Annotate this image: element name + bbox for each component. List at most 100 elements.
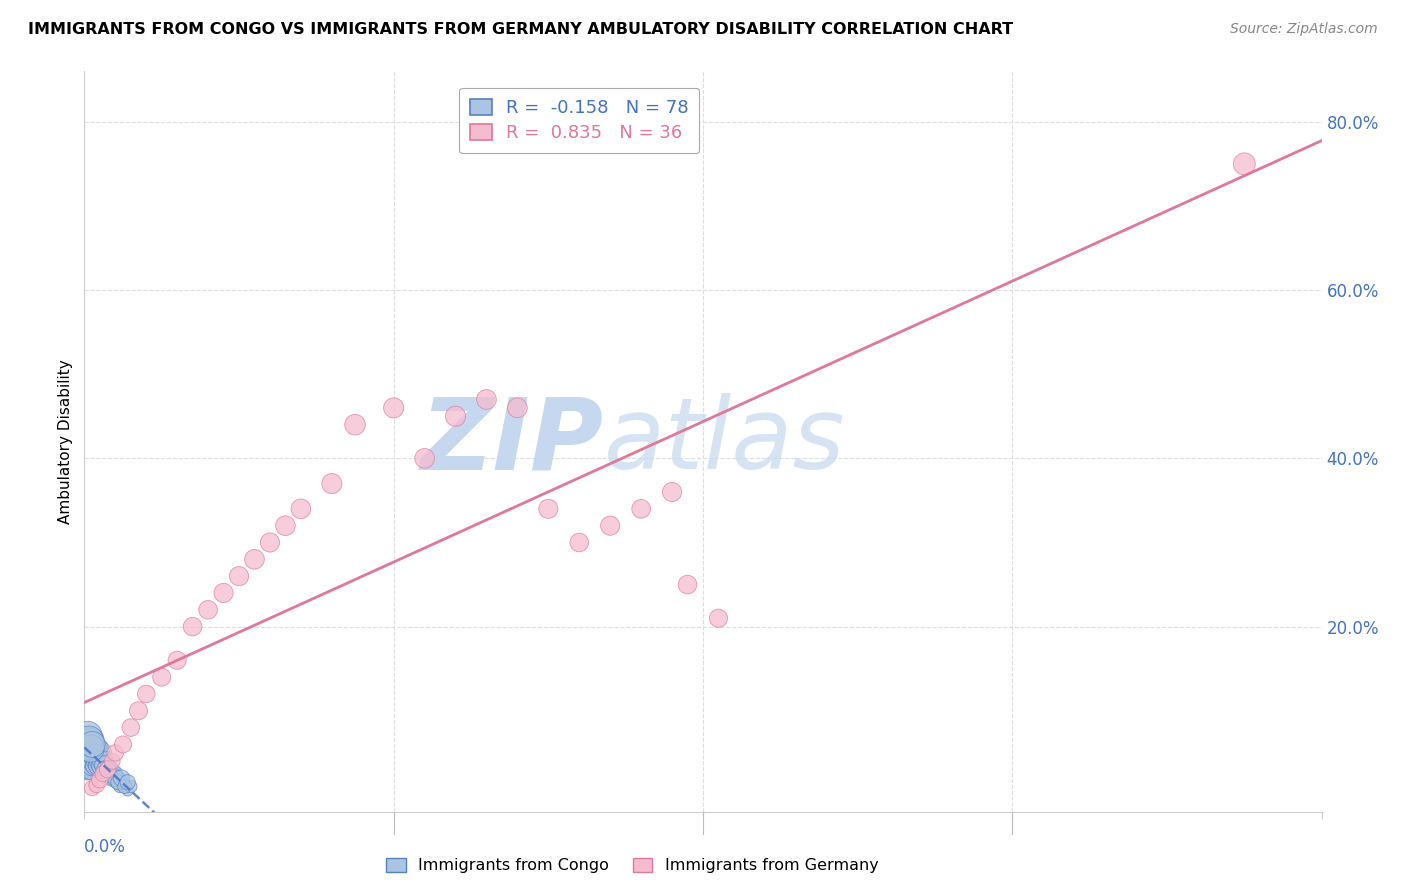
Point (87, 750, 110, 764)
Point (98, 763, 121, 777)
Point (89, 746, 111, 760)
Point (101, 771, 124, 785)
Point (89, 754, 111, 768)
Point (181, 619, 204, 633)
Point (117, 775, 139, 789)
Point (87, 741, 110, 756)
Point (84, 750, 107, 764)
Point (86, 746, 108, 760)
Point (120, 721, 142, 735)
Point (96, 767, 118, 781)
Y-axis label: Ambulatory Disability: Ambulatory Disability (58, 359, 73, 524)
Point (82, 758, 104, 772)
Point (108, 780, 131, 794)
Point (103, 767, 125, 781)
Point (568, 535, 591, 549)
Point (105, 775, 128, 789)
Point (274, 518, 297, 533)
Point (228, 569, 250, 583)
Text: atlas: atlas (605, 393, 845, 490)
Point (259, 535, 281, 549)
Point (75, 758, 97, 772)
Point (83, 741, 105, 756)
Point (506, 401, 529, 415)
Point (89, 772, 111, 787)
Point (77, 733, 100, 747)
Point (75, 741, 97, 756)
Point (707, 611, 730, 625)
Point (79, 738, 101, 752)
Point (86, 778, 108, 792)
Point (117, 783, 139, 797)
Point (77, 750, 100, 764)
Point (77, 733, 100, 747)
Point (197, 603, 219, 617)
Point (212, 586, 235, 600)
Point (630, 501, 652, 516)
Point (82, 741, 104, 756)
Point (96, 767, 118, 781)
Point (76, 763, 98, 777)
Text: 0.0%: 0.0% (84, 838, 127, 855)
Point (166, 653, 188, 667)
Point (83, 746, 105, 760)
Point (79, 754, 101, 768)
Point (79, 741, 101, 756)
Point (90, 758, 112, 772)
Point (115, 780, 138, 794)
Point (89, 754, 111, 768)
Point (84, 738, 107, 752)
Point (382, 401, 405, 415)
Point (110, 771, 132, 785)
Point (91, 754, 114, 768)
Point (94, 763, 117, 777)
Point (343, 417, 366, 432)
Point (82, 750, 104, 764)
Point (100, 767, 122, 781)
Point (98, 763, 121, 777)
Point (114, 780, 136, 794)
Point (243, 552, 266, 566)
Point (82, 738, 104, 752)
Point (104, 771, 127, 785)
Point (93, 758, 115, 772)
Point (83, 746, 105, 760)
Legend: R =  -0.158   N = 78, R =  0.835   N = 36: R = -0.158 N = 78, R = 0.835 N = 36 (460, 87, 699, 153)
Point (94, 763, 117, 777)
Point (413, 451, 436, 466)
Point (96, 763, 118, 777)
Text: Source: ZipAtlas.com: Source: ZipAtlas.com (1230, 22, 1378, 37)
Point (82, 733, 104, 747)
Point (91, 763, 114, 777)
Point (77, 741, 100, 756)
Point (86, 746, 108, 760)
Point (90, 758, 112, 772)
Point (135, 687, 157, 701)
Point (150, 670, 173, 684)
Point (120, 780, 142, 794)
Text: ZIP: ZIP (420, 393, 605, 490)
Point (107, 771, 129, 785)
Point (83, 754, 105, 768)
Point (537, 501, 560, 516)
Point (84, 758, 107, 772)
Point (1233, 157, 1256, 171)
Text: IMMIGRANTS FROM CONGO VS IMMIGRANTS FROM GERMANY AMBULATORY DISABILITY CORRELATI: IMMIGRANTS FROM CONGO VS IMMIGRANTS FROM… (28, 22, 1014, 37)
Point (103, 767, 125, 781)
Point (91, 767, 114, 781)
Legend: Immigrants from Congo, Immigrants from Germany: Immigrants from Congo, Immigrants from G… (380, 851, 886, 880)
Point (86, 754, 108, 768)
Point (89, 746, 111, 760)
Point (87, 758, 110, 772)
Point (76, 746, 98, 760)
Point (444, 409, 467, 424)
Point (104, 746, 127, 760)
Point (112, 775, 135, 789)
Point (77, 758, 100, 772)
Point (76, 738, 98, 752)
Point (76, 754, 98, 768)
Point (86, 754, 108, 768)
Point (475, 392, 498, 407)
Point (91, 754, 114, 768)
Point (290, 501, 312, 516)
